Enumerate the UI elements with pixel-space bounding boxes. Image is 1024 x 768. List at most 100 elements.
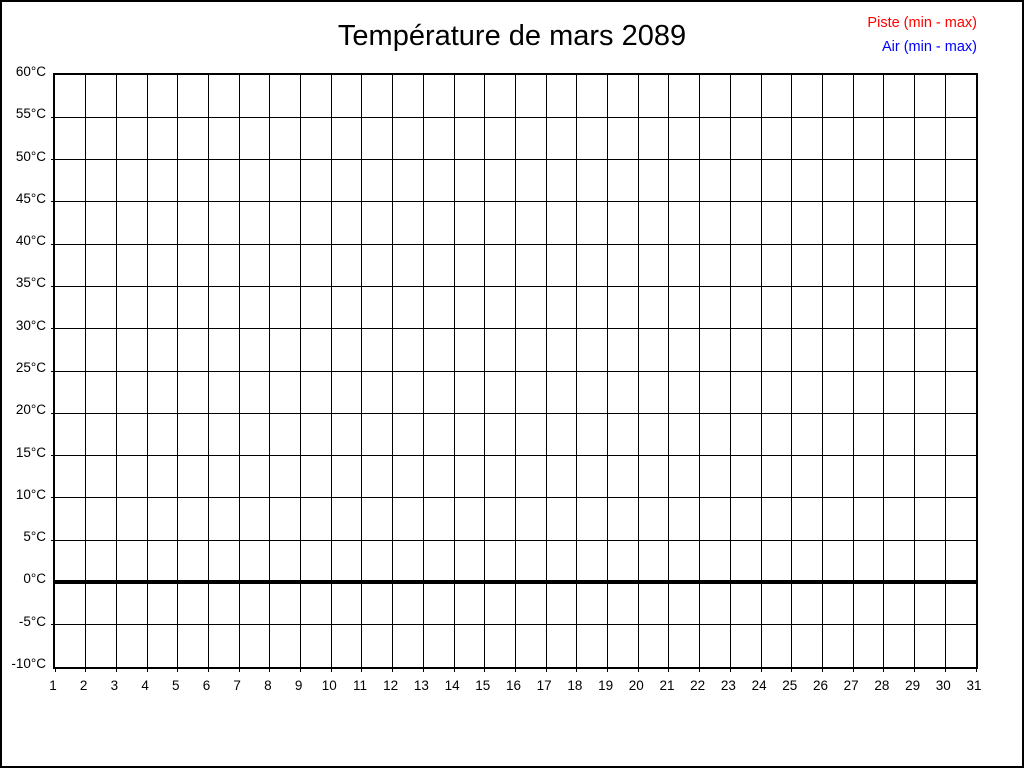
x-tick-label: 9 xyxy=(294,678,303,693)
x-tick-label: 1 xyxy=(49,678,57,693)
h-gridline xyxy=(51,412,976,414)
v-gridline xyxy=(668,75,670,667)
x-tick-label: 6 xyxy=(202,678,211,693)
x-tick-mark xyxy=(914,667,916,672)
v-gridline xyxy=(637,75,639,667)
v-gridline xyxy=(453,75,455,667)
chart-title: Température de mars 2089 xyxy=(337,20,687,52)
legend-item-piste: Piste (min - max) xyxy=(867,15,977,31)
v-gridline xyxy=(883,75,885,667)
x-tick-mark xyxy=(392,667,394,672)
x-tick-mark xyxy=(146,667,148,672)
x-tick-label: 28 xyxy=(874,678,890,693)
x-tick-label: 16 xyxy=(505,678,522,693)
x-tick-mark xyxy=(300,667,302,672)
h-gridline xyxy=(51,539,976,541)
x-tick-mark xyxy=(822,667,823,672)
y-tick-label: 5°C xyxy=(23,529,46,545)
v-gridline xyxy=(330,75,332,667)
y-axis-labels: 60°C 55°C 50°C 45°C 40°C 35°C 30°C 25°C 20°C 15°C… xyxy=(2,2,46,766)
plot-area xyxy=(51,73,978,672)
x-tick-label: 14 xyxy=(444,678,460,693)
x-tick-label: 21 xyxy=(659,678,675,693)
y-tick-label: 25°C xyxy=(15,360,46,375)
v-gridline xyxy=(392,75,394,667)
x-tick-mark xyxy=(238,667,240,672)
x-tick-mark xyxy=(484,667,486,672)
x-tick-label: 24 xyxy=(751,678,767,693)
x-tick-label: 7 xyxy=(233,678,241,693)
v-gridline xyxy=(515,75,516,667)
legend-item-air: Air (min - max) xyxy=(881,39,977,55)
x-tick-mark xyxy=(944,667,946,672)
x-tick-mark xyxy=(576,667,578,672)
v-gridline xyxy=(146,75,148,667)
v-gridline xyxy=(484,75,486,667)
x-tick-label: 8 xyxy=(264,678,272,693)
x-tick-label: 3 xyxy=(110,678,119,693)
y-tick-label: 40°C xyxy=(15,233,46,249)
h-gridline xyxy=(51,116,976,118)
x-tick-mark xyxy=(453,667,455,672)
x-tick-label: 12 xyxy=(383,678,399,693)
x-tick-mark xyxy=(607,667,609,672)
h-gridline xyxy=(51,243,976,245)
h-gridline xyxy=(51,497,976,499)
v-gridline xyxy=(85,75,87,667)
v-gridline xyxy=(944,75,946,667)
x-tick-mark xyxy=(852,667,854,672)
x-tick-label: 10 xyxy=(321,678,337,693)
y-tick-label: 20°C xyxy=(15,402,46,418)
h-gridline xyxy=(51,455,976,457)
x-tick-mark xyxy=(177,667,179,672)
x-tick-label: 17 xyxy=(536,678,552,693)
x-tick-label: 5 xyxy=(172,678,180,693)
v-gridline xyxy=(545,75,547,667)
v-gridline xyxy=(791,75,793,667)
x-tick-label: 25 xyxy=(782,678,798,693)
v-gridline xyxy=(207,75,209,667)
x-tick-mark xyxy=(361,667,363,672)
v-gridline xyxy=(177,75,179,667)
x-tick-label: 19 xyxy=(598,678,614,693)
x-tick-mark xyxy=(883,667,885,672)
y-tick-label: 50°C xyxy=(15,148,46,164)
v-gridline xyxy=(361,75,363,667)
x-tick-label: 18 xyxy=(567,678,583,693)
x-tick-mark xyxy=(668,667,670,672)
v-gridline xyxy=(852,75,854,667)
v-gridline xyxy=(269,75,271,667)
x-tick-mark xyxy=(545,667,547,672)
h-gridline xyxy=(51,624,976,626)
x-tick-mark xyxy=(760,667,762,672)
y-tick-label: 30°C xyxy=(15,317,46,333)
v-gridline xyxy=(607,75,609,667)
x-tick-label: 27 xyxy=(843,678,859,693)
x-tick-label: 2 xyxy=(79,678,88,693)
x-tick-mark xyxy=(729,667,731,672)
x-tick-mark xyxy=(422,667,424,672)
y-tick-label: 45°C xyxy=(15,190,46,206)
x-tick-mark xyxy=(699,667,701,672)
x-tick-label: 11 xyxy=(352,678,368,693)
x-tick-mark xyxy=(207,667,209,672)
v-gridline xyxy=(914,75,916,667)
x-tick-mark xyxy=(54,667,56,672)
h-gridline xyxy=(51,159,976,161)
x-tick-mark xyxy=(330,667,332,672)
x-tick-mark xyxy=(115,667,117,672)
y-tick-label: -5°C xyxy=(18,613,46,629)
y-tick-label: 35°C xyxy=(15,275,46,291)
y-tick-label: -10°C xyxy=(11,656,46,671)
v-gridline xyxy=(699,75,701,667)
v-gridline xyxy=(822,75,823,667)
x-tick-mark xyxy=(269,667,271,672)
x-tick-label: 13 xyxy=(413,678,429,693)
x-tick-mark xyxy=(975,667,977,672)
y-tick-label: 60°C xyxy=(15,64,46,79)
x-tick-mark xyxy=(637,667,639,672)
legend: Piste (min - max) Air (min - max) xyxy=(867,11,977,59)
y-tick-label: 10°C xyxy=(15,486,46,502)
v-gridline xyxy=(576,75,578,667)
